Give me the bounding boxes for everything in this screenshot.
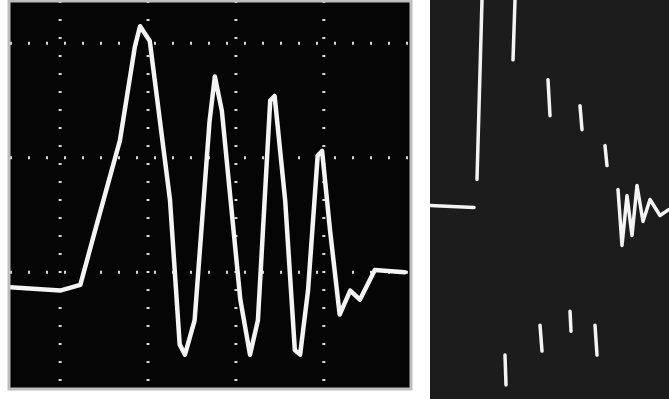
grid-line xyxy=(10,271,410,274)
screen-frame xyxy=(9,1,411,389)
screen xyxy=(10,1,410,389)
grid-line xyxy=(59,1,62,389)
figure xyxy=(0,0,669,399)
trace-group xyxy=(10,26,405,354)
grid-line xyxy=(10,42,410,45)
panel-1 xyxy=(430,0,669,399)
trace-group xyxy=(430,0,669,385)
trace xyxy=(430,0,669,385)
screen xyxy=(430,0,669,399)
panel-0 xyxy=(9,1,411,389)
grid-line xyxy=(147,1,150,389)
trace xyxy=(10,26,405,354)
grid-line xyxy=(234,1,237,389)
grid-line xyxy=(10,156,410,159)
